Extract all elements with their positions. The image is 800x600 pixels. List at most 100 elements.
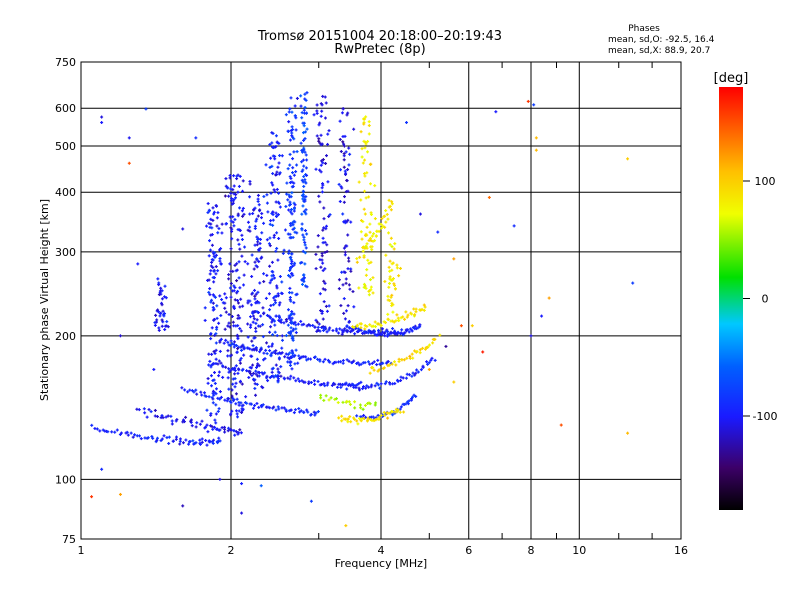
data-point (304, 98, 308, 102)
data-point (293, 362, 297, 366)
data-point (294, 379, 298, 383)
data-point (386, 416, 390, 420)
data-point (277, 236, 281, 240)
data-point (241, 304, 245, 308)
data-point (231, 215, 235, 219)
data-point (268, 264, 272, 268)
data-point (125, 430, 129, 434)
data-point (298, 410, 302, 414)
data-point (204, 438, 208, 442)
data-point (438, 333, 442, 337)
data-point (265, 193, 269, 197)
data-point (346, 420, 350, 424)
data-point (115, 428, 119, 432)
data-point (336, 401, 340, 405)
data-point (373, 325, 377, 329)
data-point (248, 371, 252, 375)
data-point (200, 440, 204, 444)
data-point (169, 414, 173, 418)
data-point (262, 351, 266, 355)
data-point (234, 392, 238, 396)
data-point (212, 362, 216, 366)
data-point (225, 222, 229, 226)
data-point (180, 386, 184, 390)
data-point (187, 442, 191, 446)
data-point (234, 344, 238, 348)
data-point (200, 393, 204, 397)
data-point (416, 326, 420, 330)
data-point (149, 410, 153, 414)
data-point (220, 298, 224, 302)
data-point (303, 92, 307, 96)
data-point (230, 237, 234, 241)
data-point (166, 414, 170, 418)
data-point (291, 185, 295, 189)
data-point (325, 309, 329, 313)
data-point (224, 310, 228, 314)
data-point (261, 306, 265, 310)
data-point (345, 387, 349, 391)
data-point (274, 249, 278, 253)
data-point (295, 292, 299, 296)
data-point (321, 317, 325, 321)
data-point (247, 376, 251, 380)
data-point (355, 257, 359, 261)
data-point (209, 365, 213, 369)
data-point (379, 323, 383, 327)
data-point (183, 388, 187, 392)
data-point (271, 183, 275, 187)
data-point (405, 400, 409, 404)
data-point (214, 421, 218, 425)
data-point (420, 307, 424, 311)
data-point (428, 343, 432, 347)
data-point (214, 348, 218, 352)
data-point (418, 348, 422, 352)
data-point (146, 436, 150, 440)
data-point (403, 317, 407, 321)
data-point (293, 408, 297, 412)
data-point (286, 360, 290, 364)
data-point (110, 430, 114, 434)
data-point (300, 148, 304, 152)
data-point (261, 335, 265, 339)
data-point (331, 329, 335, 333)
data-point (209, 374, 213, 378)
data-point (313, 382, 317, 386)
data-point (254, 393, 258, 397)
data-point (383, 225, 387, 229)
data-point (358, 255, 362, 259)
data-point (212, 254, 216, 258)
data-point (178, 437, 182, 441)
data-point (243, 245, 247, 249)
data-point (339, 360, 343, 364)
data-point (270, 351, 274, 355)
data-point (377, 330, 381, 334)
data-point (282, 321, 286, 325)
data-point (211, 379, 215, 383)
data-point (411, 356, 415, 360)
data-point (259, 237, 263, 241)
data-point (209, 332, 213, 336)
data-point (162, 434, 166, 438)
data-point (361, 387, 365, 391)
data-point (208, 272, 212, 276)
data-point (254, 369, 258, 373)
data-point (376, 413, 380, 417)
data-point (240, 209, 244, 213)
data-point (337, 331, 341, 335)
data-point (214, 387, 218, 391)
data-point (215, 316, 219, 320)
data-point (291, 227, 295, 231)
data-point (186, 390, 190, 394)
data-point (414, 394, 418, 398)
data-point (280, 292, 284, 296)
data-point (341, 400, 345, 404)
data-point (229, 428, 233, 432)
data-point (195, 392, 199, 396)
data-point (234, 381, 238, 385)
data-point (293, 220, 297, 224)
data-point (236, 212, 240, 216)
data-point (294, 348, 298, 352)
data-point (320, 159, 324, 163)
data-point (301, 204, 305, 208)
